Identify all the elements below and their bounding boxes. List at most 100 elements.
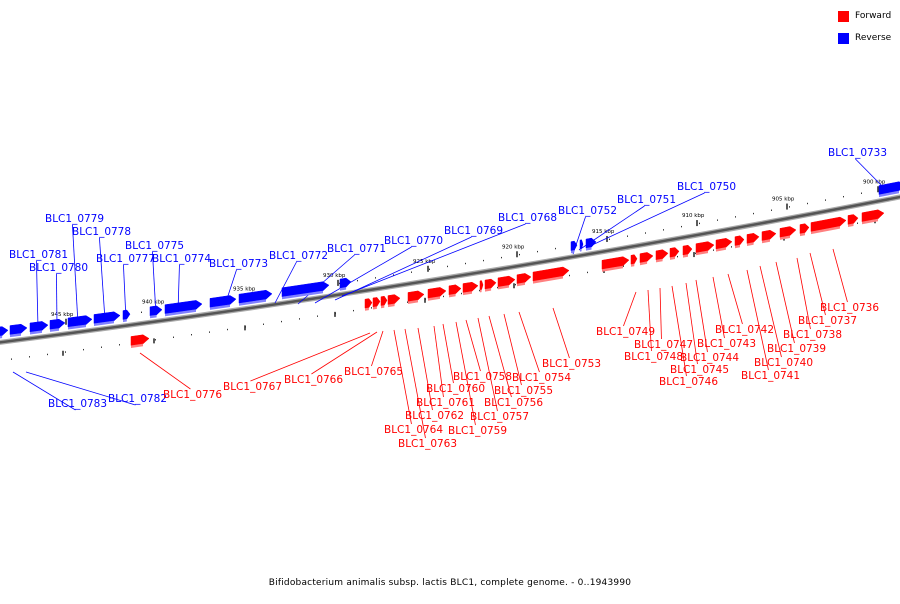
gene-arrows [0, 181, 900, 348]
gene-label: BLC1_0758 [453, 371, 512, 383]
leader-line [371, 330, 384, 367]
leader-line [417, 327, 433, 411]
gene-label: BLC1_0752 [558, 205, 617, 217]
gene-label: BLC1_0768 [498, 212, 557, 224]
legend-reverse: Reverse [838, 30, 900, 46]
minor-tick-top [483, 259, 484, 262]
reverse-label: Reverse [855, 33, 892, 43]
forward-gene-arrow [669, 247, 680, 260]
leader-line [404, 328, 426, 439]
forward-gene-arrow [682, 244, 693, 258]
forward-gene-arrow [448, 284, 462, 298]
leader-line [477, 317, 498, 412]
minor-tick-bottom [569, 274, 570, 277]
forward-gene-arrow [630, 254, 638, 267]
minor-tick-top [771, 209, 772, 211]
leader-line [56, 273, 58, 327]
forward-gene-arrow [861, 209, 885, 225]
minor-tick-top [861, 192, 862, 194]
leader-line [99, 237, 106, 321]
leader-line [152, 251, 157, 316]
minor-tick-top [501, 256, 502, 259]
leader-line [518, 311, 540, 373]
minor-tick-bottom [731, 246, 732, 248]
gene-label: BLC1_0747 [634, 339, 693, 351]
minor-tick-bottom [407, 301, 408, 303]
leader-line [488, 315, 512, 398]
minor-tick-bottom [299, 318, 300, 320]
gene-label: BLC1_0750 [677, 181, 736, 193]
reverse-gene-arrow [29, 321, 49, 335]
forward-gene-arrow [779, 226, 797, 240]
minor-tick-bottom [281, 320, 282, 323]
minor-tick-top [393, 274, 394, 276]
gene-label: BLC1_0756 [484, 397, 543, 409]
minor-tick-bottom [443, 295, 444, 298]
minor-tick-bottom [497, 286, 498, 289]
gene-label: BLC1_0780 [29, 262, 88, 274]
minor-tick-top [609, 238, 610, 241]
leader-line [685, 282, 698, 365]
reverse-gene-arrow [164, 300, 203, 317]
forward-gene-arrow [847, 214, 859, 227]
leader-line [393, 329, 412, 425]
leader-line [297, 254, 355, 305]
leader-line [442, 323, 454, 384]
gene-label: BLC1_0776 [163, 389, 222, 401]
minor-tick-bottom [713, 249, 714, 251]
gene-label: BLC1_0774 [152, 253, 211, 265]
minor-tick-top [429, 268, 430, 271]
minor-tick-bottom [191, 334, 192, 336]
gene-label: BLC1_0779 [45, 213, 104, 225]
minor-tick-top [465, 262, 466, 265]
gene-label: BLC1_0736 [820, 302, 879, 314]
leader-line [623, 291, 637, 327]
gene-label: BLC1_0745 [670, 364, 729, 376]
minor-tick-bottom [119, 344, 120, 346]
leader-line [36, 260, 39, 329]
forward-gene-arrow [380, 295, 388, 309]
forward-gene-arrow [387, 294, 401, 308]
minor-tick-top [699, 222, 700, 225]
minor-tick-top [717, 219, 718, 221]
gene-label: BLC1_0764 [384, 424, 443, 436]
genome-caption: Bifidobacterium animalis subsp. lactis B… [268, 578, 632, 588]
reverse-gene-arrow [149, 305, 163, 319]
gene-label: BLC1_0773 [209, 258, 268, 270]
minor-tick-bottom [65, 351, 66, 353]
forward-gene-arrow [462, 281, 479, 296]
reverse-gene-arrow [570, 240, 578, 254]
leader-line [250, 332, 371, 382]
forward-gene-arrow [695, 241, 715, 256]
leader-line [796, 257, 811, 330]
tick-label: 900 kbp [863, 179, 886, 185]
leader-line [465, 319, 481, 372]
minor-tick-top [789, 206, 790, 208]
minor-tick-top [663, 229, 664, 231]
leader-line [746, 269, 769, 371]
minor-tick-bottom [335, 312, 336, 315]
tick-label: 930 kbp [323, 273, 346, 279]
forward-gene-arrow [372, 297, 381, 310]
forward-gene-arrow [407, 290, 425, 304]
minor-tick-top [447, 265, 448, 268]
leader-line [832, 248, 848, 303]
forward-gene-arrow [715, 238, 733, 252]
forward-gene-arrow [799, 223, 810, 237]
minor-tick-bottom [11, 358, 12, 360]
reverse-gene-arrow [122, 309, 131, 323]
minor-tick-bottom [47, 353, 48, 356]
gene-label: BLC1_0765 [344, 366, 403, 378]
reverse-gene-arrow [0, 326, 9, 339]
reverse-gene-arrow [209, 295, 237, 310]
minor-tick-bottom [101, 346, 102, 348]
forward-gene-arrow [639, 252, 654, 266]
minor-tick-top [357, 279, 358, 282]
leader-line [314, 246, 412, 304]
leader-line [274, 261, 297, 304]
minor-tick-top [411, 271, 412, 273]
reverse-gene-arrow [579, 239, 584, 252]
gene-labels: BLC1_0733BLC1_0750BLC1_0751BLC1_0752BLC1… [9, 147, 887, 450]
forward-gene-arrow [516, 273, 532, 287]
